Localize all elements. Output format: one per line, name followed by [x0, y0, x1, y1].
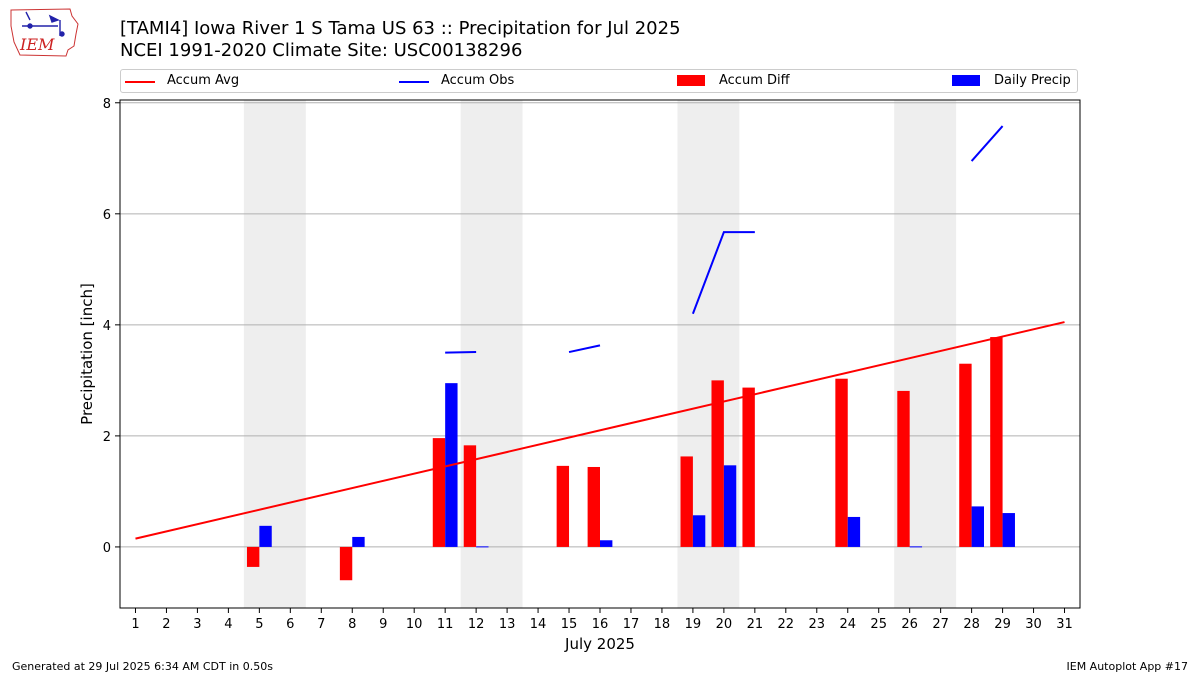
daily-precip-bar	[352, 536, 365, 547]
x-tick-label: 17	[623, 617, 640, 632]
y-tick-label: 6	[103, 208, 111, 223]
x-tick-label: 24	[839, 617, 856, 632]
x-tick-label: 25	[870, 617, 887, 632]
x-tick-label: 11	[437, 617, 454, 632]
y-tick-label: 2	[103, 430, 111, 445]
legend-swatch	[399, 81, 429, 83]
weekend-shade	[460, 100, 523, 608]
accum-diff-bar	[432, 438, 446, 547]
x-tick-label: 13	[499, 617, 516, 632]
legend-label: Accum Diff	[719, 73, 790, 88]
accum-diff-bar	[959, 363, 972, 547]
daily-precip-bar	[909, 546, 923, 548]
daily-precip-bar	[1002, 513, 1015, 547]
accum-diff-bar	[463, 445, 477, 547]
accum-diff-bar	[587, 466, 600, 547]
accum-obs-line	[445, 351, 477, 354]
legend-label: Accum Avg	[167, 73, 240, 88]
y-axis-label: Precipitation [inch]	[78, 283, 96, 425]
daily-precip-bar	[723, 465, 737, 547]
x-tick-label: 8	[348, 617, 356, 632]
x-tick-label: 4	[224, 617, 232, 632]
accum-diff-bar	[990, 337, 1003, 547]
x-tick-label: 22	[778, 617, 795, 632]
x-tick-label: 27	[932, 617, 949, 632]
iem-logo: IEM	[10, 8, 79, 57]
daily-precip-bar	[259, 525, 272, 547]
accum-obs-line	[970, 125, 1004, 162]
chart-subtitle: NCEI 1991-2020 Climate Site: USC00138296	[120, 40, 523, 61]
accum-diff-bar	[711, 380, 724, 547]
x-axis-label: July 2025	[564, 635, 635, 653]
logo-text: IEM	[19, 35, 55, 54]
weekend-shade	[243, 100, 306, 608]
x-tick-label: 16	[592, 617, 609, 632]
x-tick-label: 12	[468, 617, 485, 632]
legend-label: Accum Obs	[441, 73, 515, 88]
chart-title: [TAMI4] Iowa River 1 S Tama US 63 :: Pre…	[120, 18, 681, 39]
legend-swatch	[952, 75, 980, 86]
accum-diff-bar	[339, 546, 353, 581]
plot-frame	[119, 99, 1081, 609]
accum-obs-line	[691, 231, 755, 315]
footer-generated: Generated at 29 Jul 2025 6:34 AM CDT in …	[12, 660, 273, 673]
accum-diff-bar	[835, 378, 848, 547]
x-tick-label: 19	[685, 617, 702, 632]
x-tick-label: 9	[379, 617, 387, 632]
accum-diff-bar	[897, 390, 910, 547]
legend-label: Daily Precip	[994, 73, 1071, 88]
accum-obs-line	[568, 344, 601, 354]
daily-precip-bar	[692, 515, 706, 547]
y-tick-label: 4	[103, 319, 111, 334]
x-tick-label: 6	[286, 617, 294, 632]
x-tick-label: 21	[747, 617, 764, 632]
daily-precip-bar	[847, 516, 861, 547]
x-tick-label: 5	[255, 617, 263, 632]
x-tick-label: 23	[809, 617, 826, 632]
x-tick-label: 10	[406, 617, 423, 632]
weather-station-icon	[22, 11, 65, 37]
daily-precip-bar	[971, 506, 984, 547]
daily-precip-bar	[476, 546, 489, 548]
legend: Accum Avg Accum Obs Accum Diff Daily Pre…	[120, 69, 1078, 93]
accum-diff-bar	[680, 456, 693, 547]
x-tick-label: 1	[131, 617, 139, 632]
x-tick-label: 28	[963, 617, 980, 632]
x-tick-label: 15	[561, 617, 578, 632]
accum-diff-bar	[246, 546, 260, 567]
x-tick-label: 3	[193, 617, 201, 632]
x-tick-label: 7	[317, 617, 325, 632]
accum-diff-bar	[742, 387, 755, 547]
weekend-shade	[894, 100, 957, 608]
legend-swatch	[125, 81, 155, 83]
weekend-shade	[677, 100, 740, 608]
x-tick-label: 20	[716, 617, 733, 632]
x-tick-label: 18	[654, 617, 671, 632]
legend-swatch	[677, 75, 705, 86]
daily-precip-bar	[600, 540, 613, 547]
y-tick-label: 8	[103, 97, 111, 112]
footer-app: IEM Autoplot App #17	[1066, 660, 1189, 673]
x-tick-label: 29	[994, 617, 1011, 632]
y-tick-label: 0	[103, 541, 111, 556]
daily-precip-bar	[445, 383, 458, 547]
x-tick-label: 31	[1056, 617, 1073, 632]
x-tick-label: 2	[162, 617, 170, 632]
accum-diff-bar	[556, 465, 570, 547]
x-tick-label: 26	[901, 617, 918, 632]
x-tick-label: 30	[1025, 617, 1042, 632]
x-tick-label: 14	[530, 617, 547, 632]
accum-avg-line	[135, 321, 1065, 540]
